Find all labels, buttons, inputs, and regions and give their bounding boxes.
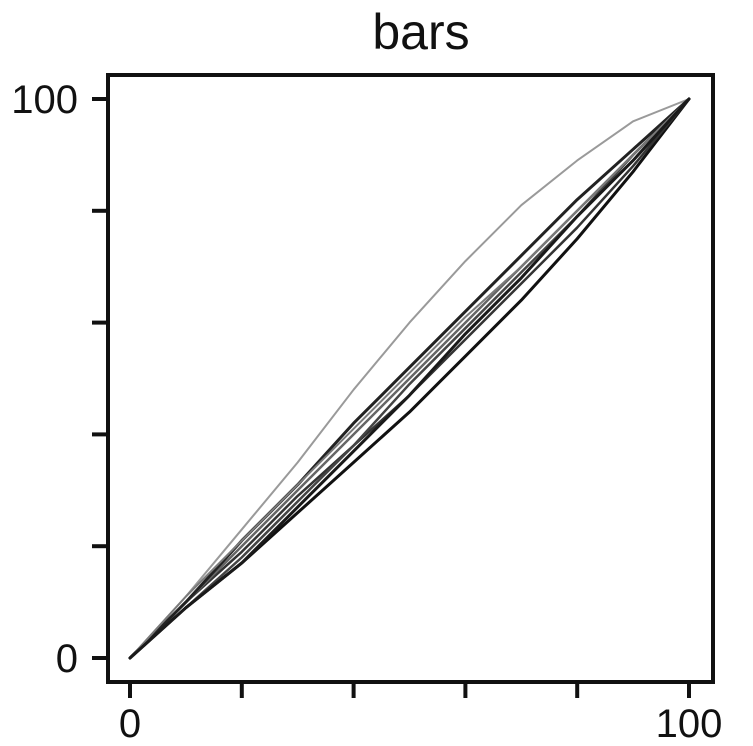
series-line-5: [128, 97, 691, 660]
series-line-8: [128, 97, 691, 660]
y-tick-label-0: 0: [56, 637, 78, 681]
y-tick-label-5: 100: [11, 78, 78, 122]
y-axis-ticks: [92, 97, 108, 660]
series-line-7: [129, 98, 690, 659]
x-tick-label-5: 100: [656, 702, 723, 746]
series-line-1: [129, 98, 690, 659]
x-axis-labels: 0 100: [119, 702, 723, 746]
series-layer: [128, 97, 691, 660]
x-axis-ticks: [128, 682, 691, 698]
x-tick-label-0: 0: [119, 702, 141, 746]
chart-title: bars: [372, 4, 469, 60]
y-axis-labels: 0 100: [11, 78, 78, 681]
